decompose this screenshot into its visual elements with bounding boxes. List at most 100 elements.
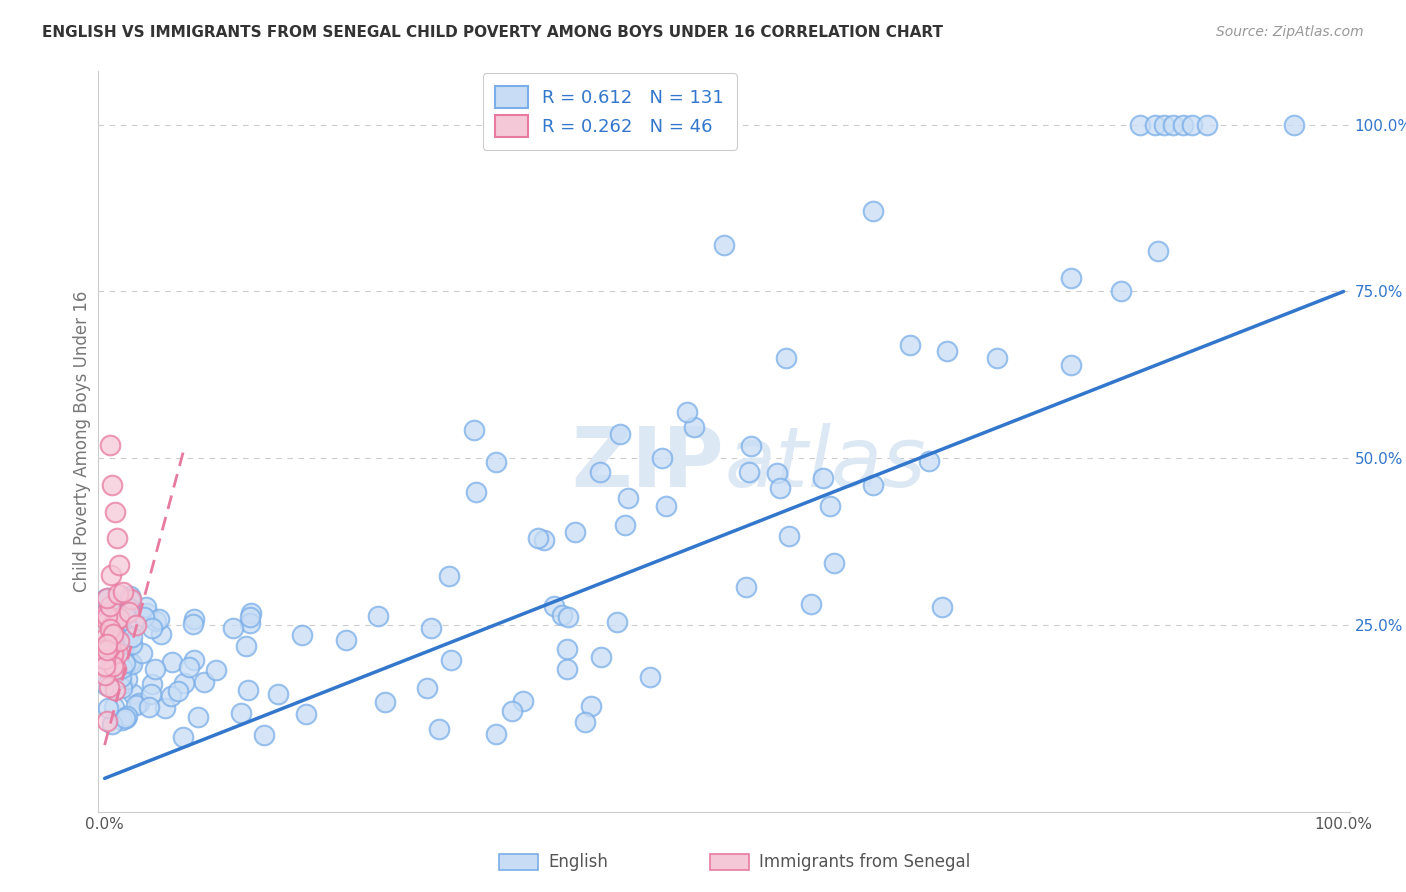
Point (98, 680, 121, 694)
Point (103, 656, 125, 670)
Point (1181, 118, 1204, 132)
Point (1060, 271, 1083, 285)
Point (589, 650, 612, 665)
Point (98, 650, 121, 665)
Point (589, 465, 612, 479)
Point (437, 568, 460, 582)
Point (103, 505, 125, 519)
Point (93, 592, 115, 607)
Point (936, 344, 959, 359)
Point (167, 684, 190, 698)
Point (120, 592, 142, 607)
Point (177, 660, 200, 674)
Point (818, 499, 841, 513)
Point (128, 696, 150, 710)
Point (96, 606, 118, 620)
Point (1146, 244, 1168, 259)
Point (485, 454, 508, 468)
Point (131, 646, 153, 660)
Point (98, 599, 121, 613)
Point (124, 618, 146, 632)
Point (239, 615, 262, 630)
Point (101, 717, 124, 731)
Point (117, 628, 139, 642)
Point (291, 628, 314, 642)
Point (609, 426, 631, 441)
Y-axis label: Child Poverty Among Boys Under 16: Child Poverty Among Boys Under 16 (73, 291, 91, 592)
Point (96, 643, 118, 657)
Point (555, 641, 578, 656)
Point (1060, 358, 1083, 372)
Point (1197, 118, 1219, 132)
Point (94, 667, 117, 681)
Point (96, 647, 118, 661)
Point (153, 700, 176, 714)
Point (740, 439, 762, 453)
Point (775, 351, 797, 366)
Point (235, 639, 257, 653)
Point (463, 423, 485, 437)
Point (101, 626, 124, 640)
Point (1153, 118, 1175, 132)
Point (655, 499, 678, 513)
Point (543, 599, 565, 613)
Point (98, 438, 121, 452)
Point (110, 670, 132, 684)
Point (125, 698, 148, 713)
Point (159, 689, 181, 703)
Point (148, 612, 170, 626)
Point (114, 710, 136, 724)
Point (239, 606, 262, 620)
Point (183, 612, 205, 626)
Point (101, 478, 124, 492)
Point (98, 622, 121, 636)
Point (574, 715, 596, 730)
Point (103, 658, 125, 673)
Point (149, 627, 172, 641)
Point (97, 636, 120, 650)
Point (738, 465, 761, 479)
Point (94, 631, 117, 645)
Point (1109, 285, 1132, 299)
Point (440, 652, 463, 666)
Point (122, 687, 145, 701)
Point (931, 599, 953, 614)
Point (117, 638, 139, 652)
Point (713, 237, 735, 252)
Point (94, 645, 117, 659)
Point (100, 626, 122, 640)
Point (616, 491, 638, 505)
Point (238, 683, 260, 698)
Point (415, 681, 437, 695)
Point (778, 529, 800, 543)
Point (527, 531, 550, 545)
Point (118, 601, 141, 615)
Point (143, 662, 166, 676)
Point (800, 597, 823, 611)
Point (122, 615, 145, 629)
Point (108, 558, 131, 572)
Point (266, 687, 288, 701)
Point (105, 662, 128, 676)
Point (141, 677, 163, 691)
Point (550, 607, 572, 622)
Point (367, 608, 389, 623)
Point (1282, 118, 1305, 132)
Point (533, 533, 555, 547)
Point (638, 670, 661, 684)
Legend: R = 0.612   N = 131, R = 0.262   N = 46: R = 0.612 N = 131, R = 0.262 N = 46 (482, 73, 737, 150)
Point (193, 674, 215, 689)
Point (110, 681, 132, 695)
Point (769, 481, 792, 495)
Point (120, 589, 142, 603)
Point (104, 614, 127, 628)
Text: ZIP: ZIP (572, 423, 724, 504)
Point (105, 630, 128, 644)
Point (676, 404, 699, 418)
Point (120, 655, 142, 669)
Point (100, 568, 122, 582)
Point (555, 662, 578, 676)
Point (96, 614, 118, 628)
Point (112, 608, 135, 623)
Point (162, 655, 184, 669)
